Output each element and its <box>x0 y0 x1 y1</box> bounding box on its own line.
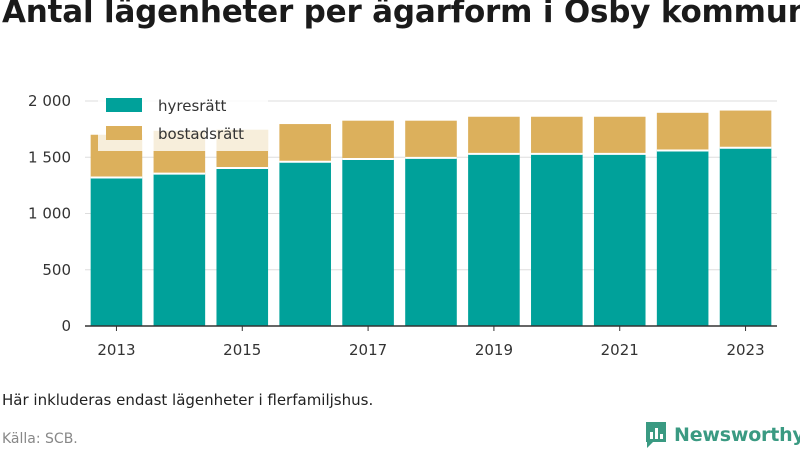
chart-note: Här inkluderas endast lägenheter i flerf… <box>2 391 374 409</box>
stacked-bar-chart: 0 500 1 000 1 500 2 000 2013 2015 2017 2019 2021 2… <box>28 92 777 359</box>
x-tick-label: 2023 <box>726 341 764 359</box>
bar-segment-hyresratt <box>719 147 772 326</box>
legend: hyresrätt bostadsrätt <box>98 93 268 151</box>
bar-segment-bostadsratt <box>342 120 394 159</box>
bar-segment-hyresratt <box>405 157 457 326</box>
bar-segment-hyresratt <box>468 153 520 326</box>
axes: 0 500 1 000 1 500 2 000 2013 2015 2017 2019 2021 2… <box>28 92 777 359</box>
bar-segment-hyresratt <box>656 150 709 326</box>
source-text: Källa: SCB. <box>2 431 78 447</box>
bar-segment-bostadsratt <box>405 120 457 158</box>
y-tick-label: 1 000 <box>28 205 71 223</box>
chart-bubble-icon <box>646 422 666 448</box>
bar-segment-bostadsratt <box>656 112 709 151</box>
bar-segment-hyresratt <box>216 167 269 326</box>
legend-swatch <box>106 98 142 112</box>
bar-segment-bostadsratt <box>279 124 331 162</box>
bar-segment-bostadsratt <box>719 110 772 148</box>
x-tick-label: 2017 <box>349 341 387 359</box>
legend-label: bostadsrätt <box>158 125 244 143</box>
bar-segment-bostadsratt <box>531 116 583 154</box>
bar-segment-hyresratt <box>90 177 143 326</box>
bar-segment-hyresratt <box>593 153 646 326</box>
legend-label: hyresrätt <box>158 97 227 115</box>
y-tick-label: 500 <box>42 261 71 279</box>
bar-segment-hyresratt <box>153 173 206 326</box>
y-tick-label: 0 <box>61 317 71 335</box>
newsworthy-logo[interactable]: Newsworthy <box>644 420 800 450</box>
bar-segment-bostadsratt <box>593 116 646 154</box>
y-tick-label: 1 500 <box>28 148 71 166</box>
bar-segment-hyresratt <box>342 158 394 326</box>
bars <box>90 110 772 326</box>
bar-segment-bostadsratt <box>468 116 520 154</box>
bar-segment-hyresratt <box>531 153 583 326</box>
x-tick-label: 2021 <box>601 341 639 359</box>
x-tick-label: 2019 <box>475 341 513 359</box>
bar-segment-hyresratt <box>279 161 331 326</box>
y-tick-label: 2 000 <box>28 92 71 110</box>
legend-swatch <box>106 126 142 140</box>
x-tick-label: 2013 <box>97 341 135 359</box>
brand-name: Newsworthy <box>674 424 800 446</box>
chart-title: Antal lägenheter per ägarform i Osby kom… <box>2 0 800 30</box>
x-tick-label: 2015 <box>223 341 261 359</box>
